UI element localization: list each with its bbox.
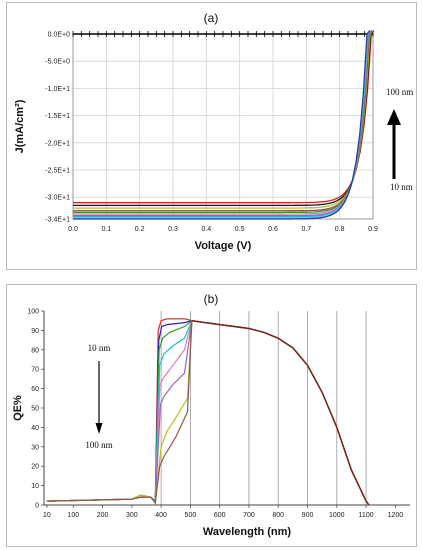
y-tick-label: -3.4E+1 — [45, 217, 70, 224]
y-tick-label: 0 — [35, 503, 39, 510]
jv-curve — [73, 30, 372, 217]
x-tick-label: 0.1 — [101, 226, 111, 233]
annotation-top: 10 nm — [88, 343, 111, 353]
y-tick-label: 80 — [31, 347, 39, 354]
x-tick-label: 800 — [272, 512, 284, 519]
jv-curve — [73, 30, 371, 220]
x-tick-label: 10 — [43, 512, 51, 519]
x-tick-label: 500 — [185, 512, 197, 519]
y-tick-label: -1.5E+1 — [45, 113, 70, 120]
y-tick-label: 50 — [31, 406, 39, 413]
jv-curve — [73, 30, 373, 212]
y-tick-label: 10 — [31, 483, 39, 490]
x-tick-label: 200 — [97, 512, 109, 519]
qe-common-tail — [191, 320, 370, 506]
jv-curve — [73, 30, 372, 214]
annotation-bottom: 10 nm — [390, 182, 413, 192]
y-tick-label: 100 — [27, 309, 39, 316]
x-tick-label: 0.6 — [268, 226, 278, 233]
y-tick-label: 40 — [31, 425, 39, 432]
jv-curve — [73, 30, 371, 219]
jv-curve — [73, 30, 371, 218]
qe-chart-panel: (b) 0 10 20 30 40 50 60 70 80 90 100 10 100 200 300 400 5… — [6, 284, 417, 547]
x-tick-label: 100 — [67, 512, 79, 519]
x-tick-label: 700 — [243, 512, 255, 519]
jv-curve — [73, 30, 375, 204]
qe-chart: (b) 0 10 20 30 40 50 60 70 80 90 100 10 100 200 300 400 5… — [12, 292, 410, 538]
x-tick-label: 1100 — [359, 512, 374, 519]
x-tick-label: 0.7 — [301, 226, 311, 233]
y-tick-label: -3.0E+1 — [45, 195, 70, 202]
x-tick-label: 0.5 — [235, 226, 245, 233]
arrow-head — [387, 109, 401, 125]
annotation-top: 100 nm — [386, 87, 413, 97]
jv-curve — [73, 30, 374, 207]
y-tick-label: -5.0E+0 — [45, 59, 70, 66]
y-tick-label: 60 — [31, 386, 39, 393]
x-tick-label: 400 — [155, 512, 167, 519]
x-axis-label: Voltage (V) — [195, 240, 252, 252]
y-tick-label: 0.0E+0 — [48, 32, 70, 39]
y-tick-label: 20 — [31, 464, 39, 471]
y-axis-label: J(mA/cm²) — [14, 99, 26, 153]
y-tick-label: -1.0E+1 — [45, 86, 70, 93]
chart-title: (b) — [204, 292, 219, 306]
chart-title: (a) — [204, 11, 219, 25]
x-tick-label: 0.3 — [168, 226, 178, 233]
y-tick-label: -2.5E+1 — [45, 168, 70, 175]
x-tick-label: 0.9 — [368, 226, 378, 233]
arrow-head — [95, 423, 103, 434]
x-tick-label: 0.4 — [201, 226, 211, 233]
x-tick-label: 0.0 — [68, 226, 78, 233]
jv-chart-panel: (a) 0.0 0.1 0.2 0.3 0.4 0.5 0.6 0.7 0.8 0.9 0.0E+0 -… — [6, 2, 417, 270]
x-tick-label: 900 — [302, 512, 314, 519]
jv-chart: (a) 0.0 0.1 0.2 0.3 0.4 0.5 0.6 0.7 0.8 0.9 0.0E+0 -… — [14, 11, 413, 252]
y-tick-label: 90 — [31, 328, 39, 335]
jv-curve — [73, 30, 372, 215]
y-tick-label: -2.0E+1 — [45, 140, 70, 147]
x-tick-label: 1200 — [388, 512, 404, 519]
x-axis-label: Wavelength (nm) — [203, 526, 292, 538]
y-axis-label: QE% — [12, 395, 24, 421]
x-tick-label: 0.8 — [335, 226, 345, 233]
jv-curve — [73, 30, 374, 209]
x-tick-label: 0.2 — [135, 226, 145, 233]
x-tick-label: 600 — [214, 512, 226, 519]
x-tick-label: 300 — [126, 512, 138, 519]
y-tick-label: 70 — [31, 367, 39, 374]
annotation-bottom: 100 nm — [85, 440, 112, 450]
x-tick-label: 1000 — [329, 512, 345, 519]
plot-frame — [72, 33, 374, 220]
y-tick-label: 30 — [31, 444, 39, 451]
